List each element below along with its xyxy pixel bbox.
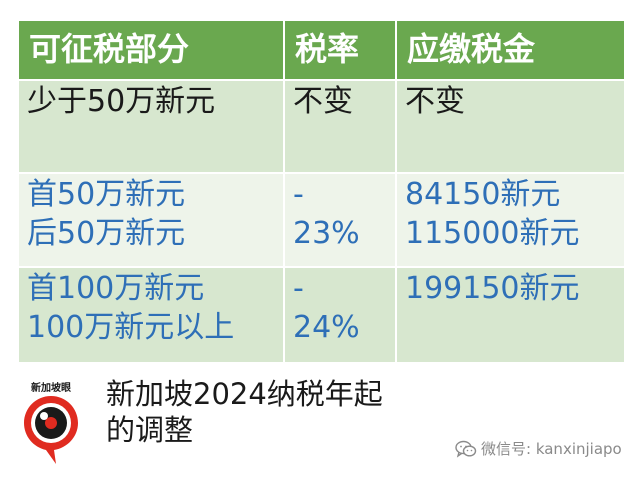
table-cell: 不变: [283, 78, 397, 175]
table-row: 首100万新元 100万新元以上 - 24% 199150新元: [17, 265, 626, 365]
cell-line: 首50万新元: [27, 177, 186, 213]
watermark-text: 微信号: kanxinjiapo: [481, 440, 622, 458]
table-row: 少于50万新元 不变 不变: [17, 78, 626, 175]
cell-line: 23%: [293, 216, 360, 252]
header-tax-rate: 税率: [283, 19, 397, 81]
cell-line: 100万新元以上: [27, 309, 235, 345]
cell-line: 后50万新元: [27, 216, 186, 252]
caption-line-1: 新加坡2024纳税年起: [106, 377, 383, 411]
table-cell: 首100万新元 100万新元以上: [17, 265, 285, 365]
table-cell: - 23%: [283, 172, 397, 268]
header-row: 可征税部分 税率 应缴税金: [17, 19, 626, 81]
cell-line: 少于50万新元: [27, 83, 216, 119]
table-cell: 199150新元: [395, 265, 626, 365]
cell-line: 84150新元: [405, 177, 561, 213]
caption-line-2: 的调整: [106, 413, 194, 447]
wechat-icon: [455, 440, 477, 458]
table-cell: 不变: [395, 78, 626, 175]
eye-logo-icon: 新加坡眼: [24, 381, 78, 464]
logo-text: 新加坡眼: [31, 381, 71, 394]
cell-line: 不变: [293, 83, 353, 119]
wechat-watermark: 微信号: kanxinjiapo: [455, 438, 622, 459]
cell-line: 不变: [405, 83, 465, 119]
table-cell: 首50万新元 后50万新元: [17, 172, 285, 268]
cell-line: 24%: [293, 309, 360, 345]
cell-line: -: [293, 270, 304, 306]
cell-line: 199150新元: [405, 270, 580, 306]
cell-line: 115000新元: [405, 216, 580, 252]
header-taxable-portion: 可征税部分: [17, 19, 285, 81]
tax-table: 可征税部分 税率 应缴税金 少于50万新元 不变 不变 首50万新元 后50万新…: [17, 19, 626, 365]
cell-line: -: [293, 177, 304, 213]
cell-line: 首100万新元: [27, 270, 205, 306]
table-cell: 84150新元 115000新元: [395, 172, 626, 268]
table-row: 首50万新元 后50万新元 - 23% 84150新元 115000新元: [17, 172, 626, 268]
table-cell: 少于50万新元: [17, 78, 285, 175]
table-cell: - 24%: [283, 265, 397, 365]
header-tax-payable: 应缴税金: [395, 19, 626, 81]
caption: 新加坡2024纳税年起 的调整: [106, 376, 383, 448]
